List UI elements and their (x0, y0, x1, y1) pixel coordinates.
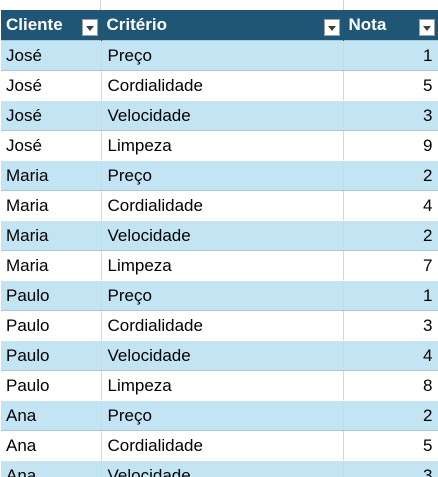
cell-nota[interactable]: 8 (343, 370, 438, 401)
cell-criterio[interactable]: Cordialidade (101, 190, 344, 221)
cell-nota[interactable]: 3 (343, 100, 438, 131)
cell-criterio[interactable]: Cordialidade (101, 430, 344, 461)
cell-criterio[interactable]: Velocidade (101, 340, 344, 371)
table-row: Paulo Preço 1 (1, 280, 438, 311)
table-row: Maria Preço 2 (1, 160, 438, 191)
header-cell-nota[interactable]: Nota (343, 10, 438, 41)
cell-criterio[interactable]: Preço (101, 40, 344, 71)
table-row: José Velocidade 3 (1, 100, 438, 131)
header-label-cliente: Cliente (6, 15, 63, 34)
cell-nota[interactable]: 2 (343, 400, 438, 431)
table-row: Ana Preço 2 (1, 400, 438, 431)
cell-criterio[interactable]: Limpeza (101, 250, 344, 281)
header-cell-cliente[interactable]: Cliente (1, 10, 102, 41)
cell-cliente[interactable]: Maria (1, 190, 102, 221)
cell-nota[interactable]: 2 (343, 220, 438, 251)
cell-criterio[interactable]: Preço (101, 160, 344, 191)
cell-cliente[interactable]: José (1, 100, 102, 131)
cell-criterio[interactable]: Velocidade (101, 220, 344, 251)
cell-cliente[interactable]: Ana (1, 400, 102, 431)
cell-cliente[interactable]: Maria (1, 220, 102, 251)
cell-criterio[interactable]: Velocidade (101, 100, 344, 131)
cell-cliente[interactable]: José (1, 130, 102, 161)
table-row: Maria Limpeza 7 (1, 250, 438, 281)
table-row: José Cordialidade 5 (1, 70, 438, 101)
table-row: Paulo Cordialidade 3 (1, 310, 438, 341)
data-table: Cliente Critério Nota (1, 10, 438, 477)
filter-dropdown-icon[interactable] (323, 19, 340, 36)
table-row: Ana Cordialidade 5 (1, 430, 438, 461)
cell-cliente[interactable]: Paulo (1, 280, 102, 311)
cell-nota[interactable]: 3 (343, 460, 438, 477)
table-row: Maria Cordialidade 4 (1, 190, 438, 221)
cell-cliente[interactable]: José (1, 40, 102, 71)
cell-cliente[interactable]: Paulo (1, 370, 102, 401)
cell-cliente[interactable]: Ana (1, 460, 102, 477)
cell-cliente[interactable]: Paulo (1, 340, 102, 371)
cell-criterio[interactable]: Preço (101, 280, 344, 311)
cell-nota[interactable]: 4 (343, 340, 438, 371)
cell-criterio[interactable]: Preço (101, 400, 344, 431)
cell-nota[interactable]: 5 (343, 70, 438, 101)
table-row: Paulo Limpeza 8 (1, 370, 438, 401)
cell-nota[interactable]: 1 (343, 40, 438, 71)
cell-nota[interactable]: 1 (343, 280, 438, 311)
table-row: José Preço 1 (1, 40, 438, 71)
header-label-criterio: Critério (106, 15, 167, 34)
header-row: Cliente Critério Nota (1, 10, 438, 41)
cell-criterio[interactable]: Velocidade (101, 460, 344, 477)
table-body: José Preço 1 José Cordialidade 5 José Velocidad… (1, 40, 438, 477)
cell-cliente[interactable]: Paulo (1, 310, 102, 341)
cell-cliente[interactable]: Maria (1, 160, 102, 191)
table-row: Maria Velocidade 2 (1, 220, 438, 251)
cell-criterio[interactable]: Limpeza (101, 130, 344, 161)
cell-cliente[interactable]: José (1, 70, 102, 101)
table-row: Ana Velocidade 3 (1, 460, 438, 477)
table-row: Paulo Velocidade 4 (1, 340, 438, 371)
cell-nota[interactable]: 5 (343, 430, 438, 461)
cell-cliente[interactable]: Ana (1, 430, 102, 461)
cell-criterio[interactable]: Cordialidade (101, 310, 344, 341)
cell-criterio[interactable]: Cordialidade (101, 70, 344, 101)
header-cell-criterio[interactable]: Critério (101, 10, 344, 41)
cell-nota[interactable]: 4 (343, 190, 438, 221)
filter-dropdown-icon[interactable] (418, 19, 435, 36)
cell-nota[interactable]: 9 (343, 130, 438, 161)
cell-nota[interactable]: 7 (343, 250, 438, 281)
cell-nota[interactable]: 3 (343, 310, 438, 341)
header-label-nota: Nota (348, 15, 387, 34)
cell-nota[interactable]: 2 (343, 160, 438, 191)
cell-cliente[interactable]: Maria (1, 250, 102, 281)
table-row: José Limpeza 9 (1, 130, 438, 161)
cell-criterio[interactable]: Limpeza (101, 370, 344, 401)
filter-dropdown-icon[interactable] (81, 19, 98, 36)
